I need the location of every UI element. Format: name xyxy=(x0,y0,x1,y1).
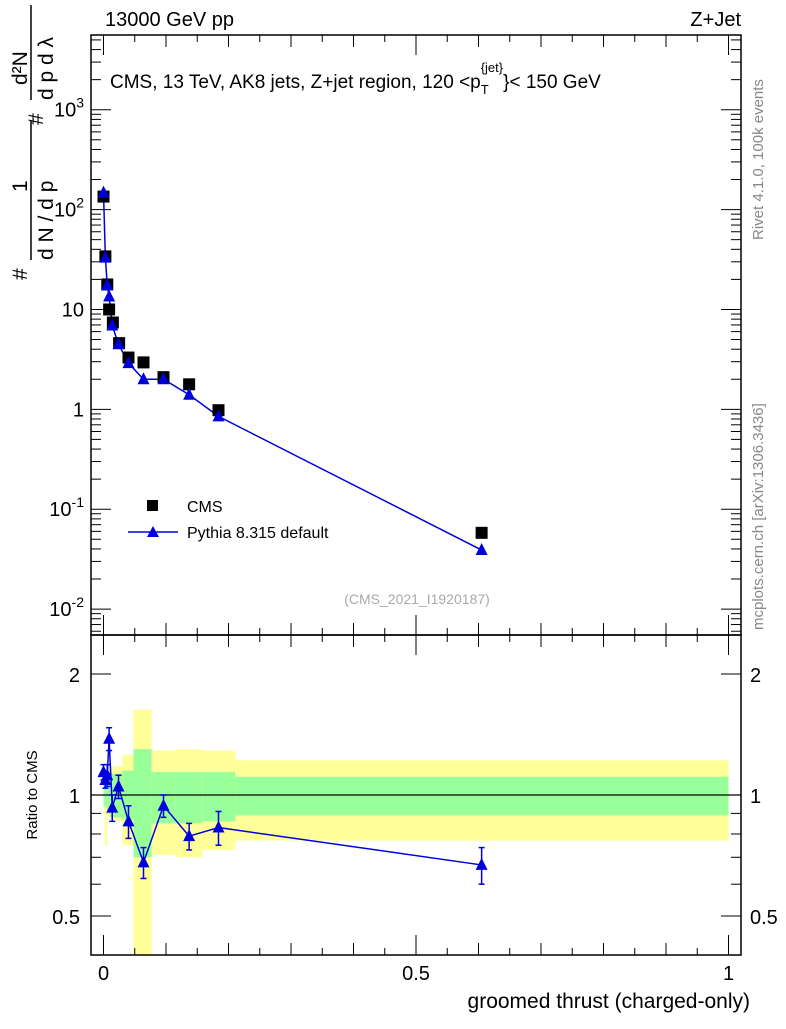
mc-data-point xyxy=(183,387,196,400)
mc-data-point xyxy=(157,372,170,385)
ratio-data-point xyxy=(101,768,114,781)
ylabel-frac2-num: d²N xyxy=(9,51,32,85)
legend-marker-mc xyxy=(147,526,159,537)
ratio-data-point xyxy=(183,829,196,842)
ratio-data-point xyxy=(106,800,119,813)
ratio-data-point xyxy=(137,855,150,868)
y-tick-label: 10-1 xyxy=(49,494,84,521)
mc-data-point xyxy=(99,250,112,263)
ratio-frame xyxy=(90,634,742,956)
ratio-data-point xyxy=(122,814,135,827)
mc-data-point xyxy=(112,337,125,350)
header-left: 13000 GeV pp xyxy=(105,9,234,31)
mc-data-point xyxy=(137,372,150,385)
title-sup: {jet} xyxy=(481,60,504,75)
main-title: CMS, 13 TeV, AK8 jets, Z+jet region, 120… xyxy=(110,60,601,97)
ratio-y-tick-label: 1 xyxy=(69,786,80,808)
cms-data-point xyxy=(103,303,116,316)
x-tick-label: 1 xyxy=(723,963,734,985)
y-tick-label: 1 xyxy=(73,399,84,421)
total-uncertainty-band xyxy=(104,775,108,846)
stat-uncertainty-band xyxy=(107,775,111,814)
mc-data-point xyxy=(97,185,110,198)
ratio-data-point xyxy=(212,820,225,833)
title-part-b: }< 150 GeV xyxy=(503,72,601,93)
stat-uncertainty-band xyxy=(133,749,152,858)
side-label-top: Rivet 4.1.0, 100k events xyxy=(750,79,767,240)
mc-data-point xyxy=(103,289,116,302)
y-axis-label-ratio: Ratio to CMS xyxy=(24,750,41,839)
mc-data-point xyxy=(101,278,114,291)
annotation: (CMS_2021_I1920187) xyxy=(344,591,490,607)
y-tick-label: 10 xyxy=(62,299,84,321)
title-sub: T xyxy=(481,82,489,97)
mc-data-point xyxy=(212,409,225,422)
ratio-data-point xyxy=(103,731,116,744)
ylabel-frac1-num: 1 xyxy=(9,180,32,192)
legend-label-cms: CMS xyxy=(187,499,223,516)
ratio-y-tick-label: 0.5 xyxy=(52,907,80,929)
legend-marker-cms xyxy=(147,500,158,511)
x-axis-label: groomed thrust (charged-only) xyxy=(468,990,750,1013)
cms-data-point xyxy=(475,526,488,539)
ratio-data-point xyxy=(475,857,488,870)
ratio-y-tick-label-right: 2 xyxy=(750,665,761,687)
mc-data-point xyxy=(106,318,119,331)
y-axis-label-main: # 1 d N / d p # d²N d p d λ xyxy=(9,5,58,280)
y-tick-label: 10-2 xyxy=(49,594,84,621)
ratio-data-point xyxy=(112,779,125,792)
x-tick-label: 0.5 xyxy=(402,963,430,985)
side-label-bottom: mcplots.cern.ch [arXiv:1306.3436] xyxy=(750,403,767,630)
legend: CMS Pythia 8.315 default xyxy=(128,499,329,542)
header-right: Z+Jet xyxy=(690,9,741,31)
legend-label-mc: Pythia 8.315 default xyxy=(187,525,329,542)
mc-data-point xyxy=(122,356,135,369)
ratio-y-tick-label-right: 1 xyxy=(750,786,761,808)
ylabel-frac1-den: d N / d p xyxy=(35,181,58,260)
main-frame xyxy=(90,34,742,636)
y-tick-label: 103 xyxy=(54,95,84,122)
ylabel-hash1: # xyxy=(9,268,32,280)
stat-uncertainty-band xyxy=(235,776,729,816)
title-part-a: CMS, 13 TeV, AK8 jets, Z+jet region, 120… xyxy=(110,72,481,93)
ratio-y-tick-label: 2 xyxy=(69,665,80,687)
ratio-data-point xyxy=(157,798,170,811)
ylabel-hash2: # xyxy=(25,113,48,125)
cms-data-point xyxy=(137,356,150,369)
ylabel-frac2-den: d p d λ xyxy=(35,36,58,100)
x-tick-label: 0 xyxy=(98,963,109,985)
y-tick-label: 102 xyxy=(54,195,84,222)
cms-data-point xyxy=(183,378,196,391)
stat-uncertainty-band xyxy=(175,772,203,824)
ratio-y-tick-label-right: 0.5 xyxy=(750,907,778,929)
